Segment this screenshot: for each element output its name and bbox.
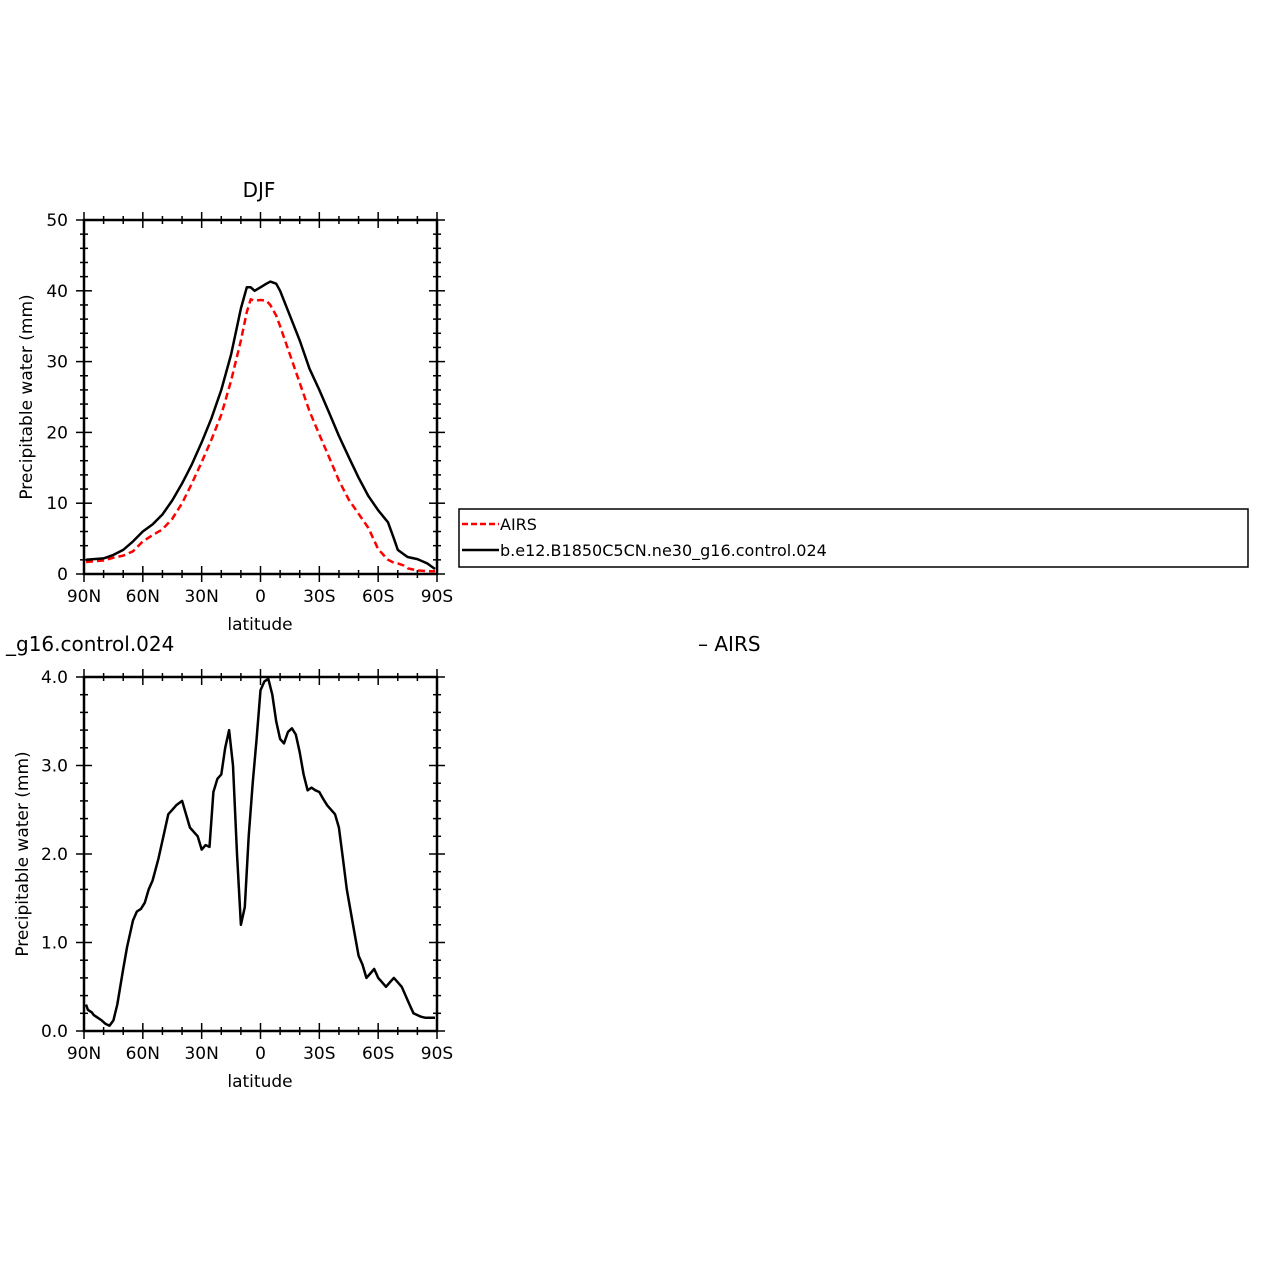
panel-diff-xtick-label: 0 [255,1044,266,1064]
panel-diff-xtick-label: 90S [421,1044,453,1064]
panel-diff-title-right: – AIRS [698,632,761,656]
panel-djf-xtick-label: 90S [421,587,453,607]
panel-djf-series [85,280,436,573]
panel-diff-title-left: _g16.control.024 [5,632,174,656]
panel-diff: _g16.control.024 – AIRS 90N 60N 30N 0 30S 60S… [5,632,761,1092]
panel-diff-ytick-label: 0.0 [41,1022,68,1042]
panel-diff-series [84,677,435,1027]
panel-diff-xtick-label: 60N [126,1044,160,1064]
legend-box [458,508,1249,568]
panel-diff-xtick-label: 90N [67,1044,101,1064]
panel-diff-ytick-label: 4.0 [41,668,68,688]
panel-djf-xtick-label: 60N [126,587,160,607]
panel-diff-ticks [76,669,445,1039]
panel-djf-xtick-label: 0 [255,587,266,607]
panel-diff-xlabel: latitude [227,1072,292,1092]
legend: AIRS b.e12.B1850C5CN.ne30_g16.control.02… [458,508,1249,568]
panel-diff-ytick-label: 2.0 [41,845,68,865]
panel-djf-title: DJF [243,178,276,202]
panel-diff-xtick-label: 60S [362,1044,394,1064]
panel-djf-tick-labels: 90N 60N 30N 0 30S 60S 90S 0 10 20 30 40 50 [46,211,453,607]
panel-diff-xtick-label: 30S [303,1044,335,1064]
panel-djf-ytick-label: 20 [46,423,68,443]
panel-djf-xtick-label: 30S [303,587,335,607]
panel-djf-xlabel: latitude [227,615,292,635]
panel-djf-xtick-label: 90N [67,587,101,607]
panel-djf-xtick-label: 60S [362,587,394,607]
panel-diff-ytick-label: 3.0 [41,757,68,777]
panel-djf-ticks [76,212,445,582]
panel-djf-ytick-label: 10 [46,494,68,514]
legend-label-model: b.e12.B1850C5CN.ne30_g16.control.024 [500,541,827,561]
panel-diff-ylabel: Precipitable water (mm) [13,751,33,956]
panel-djf-ytick-label: 0 [57,565,68,585]
panel-diff-ytick-label: 1.0 [41,934,68,954]
panel-djf-series-line-1 [85,280,436,571]
panel-djf-frame [82,218,439,576]
panel-djf-ytick-label: 50 [46,211,68,231]
panel-djf: DJF 90N 60N 30N 0 30S 60S 90S 0 10 20 30 40 50 latit… [17,178,453,635]
panel-djf-ylabel: Precipitable water (mm) [17,294,37,499]
panel-diff-series-line-0 [84,677,435,1027]
panel-djf-series-line-0 [85,298,435,573]
panel-diff-frame [82,675,439,1033]
panel-diff-tick-labels: 90N 60N 30N 0 30S 60S 90S 0.0 1.0 2.0 3.0 4.0 [41,668,453,1064]
panel-djf-ytick-label: 40 [46,282,68,302]
panel-djf-ytick-label: 30 [46,353,68,373]
panel-diff-xtick-label: 30N [184,1044,218,1064]
panel-djf-xtick-label: 30N [184,587,218,607]
legend-label-airs: AIRS [500,515,537,534]
